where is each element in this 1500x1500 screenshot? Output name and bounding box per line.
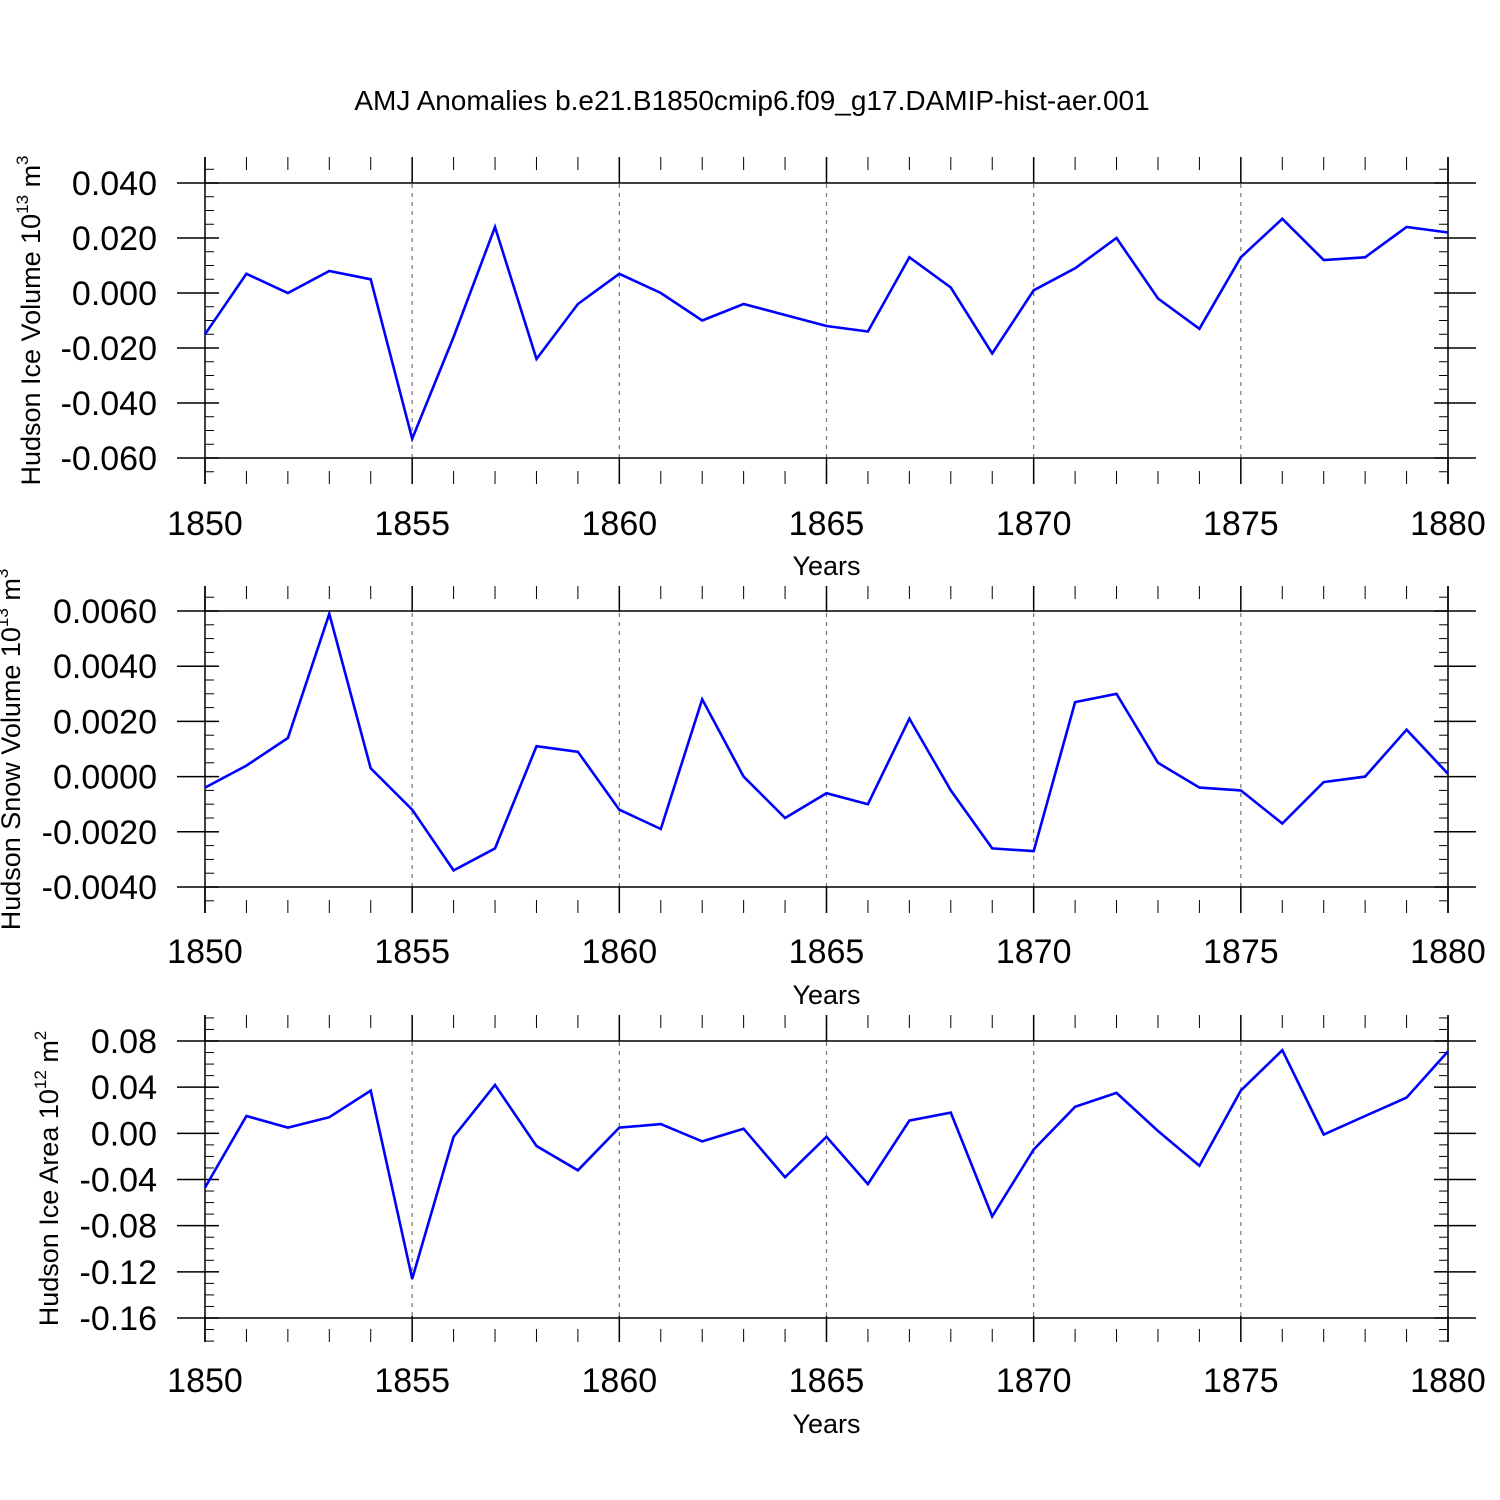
- series-line: [204, 609, 1449, 873]
- y-tick-label: -0.020: [61, 330, 157, 368]
- y-tick-label: -0.04: [80, 1162, 158, 1200]
- y-tick-label: -0.12: [80, 1254, 158, 1292]
- x-tick-label: 1875: [1203, 933, 1279, 971]
- y-tick-label: -0.08: [80, 1208, 158, 1246]
- y-tick-label: 0.04: [91, 1069, 157, 1107]
- panel-ice-volume: -0.060 -0.040 -0.020 0.000 0.020 0.040 1850 185…: [13, 155, 1486, 581]
- y-tick-label: 0.0020: [53, 703, 157, 741]
- x-tick-label: 1880: [1410, 505, 1486, 543]
- series-line: [203, 1048, 1449, 1280]
- y-tick-label: -0.16: [80, 1300, 158, 1338]
- y-axis-label: Hudson Ice Area 1012 m2: [31, 1031, 64, 1327]
- y-tick-label: 0.08: [91, 1023, 157, 1061]
- x-tick-label: 1865: [789, 505, 865, 543]
- x-axis-label: Years: [792, 980, 860, 1010]
- x-tick-label: 1860: [582, 505, 658, 543]
- x-tick-label: 1850: [167, 933, 243, 971]
- x-tick-label: 1880: [1410, 1362, 1486, 1400]
- x-tick-label: 1875: [1203, 1362, 1279, 1400]
- x-tick-label: 1850: [167, 1362, 243, 1400]
- chart-title: AMJ Anomalies b.e21.B1850cmip6.f09_g17.D…: [354, 85, 1149, 116]
- y-tick-label: 0.000: [72, 275, 157, 313]
- y-tick-label: 0.040: [72, 165, 157, 203]
- y-tick-label: -0.060: [61, 440, 157, 478]
- y-axis-label: Hudson Ice Volume 1013 m3: [13, 155, 46, 485]
- x-tick-label: 1855: [374, 933, 450, 971]
- x-tick-label: 1865: [789, 933, 865, 971]
- x-tick-label: 1870: [996, 1362, 1072, 1400]
- y-tick-label: 0.0040: [53, 648, 157, 686]
- panel-ice-area: -0.16 -0.12 -0.08 -0.04 0.00 0.04 0.08 1850 1855…: [31, 1015, 1486, 1439]
- x-tick-label: 1865: [789, 1362, 865, 1400]
- x-tick-label: 1870: [996, 505, 1072, 543]
- y-tick-label: 0.0000: [53, 759, 157, 797]
- x-tick-label: 1875: [1203, 505, 1279, 543]
- y-tick-label: -0.0020: [42, 814, 157, 852]
- x-axis-label: Years: [792, 1409, 860, 1439]
- panel-snow-volume: -0.0040 -0.0020 0.0000 0.0020 0.0040 0.0060 18…: [0, 569, 1486, 1010]
- x-tick-label: 1855: [374, 1362, 450, 1400]
- x-tick-label: 1880: [1410, 933, 1486, 971]
- y-tick-label: 0.00: [91, 1115, 157, 1153]
- y-axis-label: Hudson Snow Volume 1013 m3: [0, 569, 26, 931]
- y-tick-label: 0.0060: [53, 593, 157, 631]
- x-tick-label: 1870: [996, 933, 1072, 971]
- x-tick-label: 1860: [582, 933, 658, 971]
- y-tick-label: -0.0040: [42, 869, 157, 907]
- y-tick-label: -0.040: [61, 385, 157, 423]
- x-tick-label: 1850: [167, 505, 243, 543]
- x-tick-label: 1860: [582, 1362, 658, 1400]
- y-tick-label: 0.020: [72, 220, 157, 258]
- x-tick-label: 1855: [374, 505, 450, 543]
- x-axis-label: Years: [792, 551, 860, 581]
